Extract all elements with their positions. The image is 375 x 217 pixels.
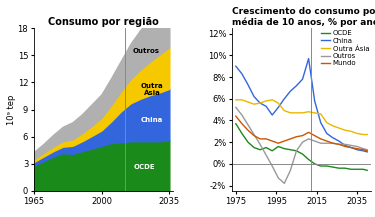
- Text: Outra
Ásia: Outra Ásia: [141, 83, 163, 97]
- Text: Crescimento do consumo por região
média de 10 anos, % por ano: Crescimento do consumo por região média …: [232, 7, 375, 27]
- Y-axis label: 10⁹ tep: 10⁹ tep: [7, 94, 16, 125]
- Legend: OCDE, China, Outra Ásia, Outros, Mundo: OCDE, China, Outra Ásia, Outros, Mundo: [321, 30, 370, 67]
- Text: China: China: [141, 117, 163, 123]
- Title: Consumo por região: Consumo por região: [48, 17, 159, 27]
- Text: Outros: Outros: [133, 48, 160, 54]
- Text: OCDE: OCDE: [134, 164, 155, 169]
